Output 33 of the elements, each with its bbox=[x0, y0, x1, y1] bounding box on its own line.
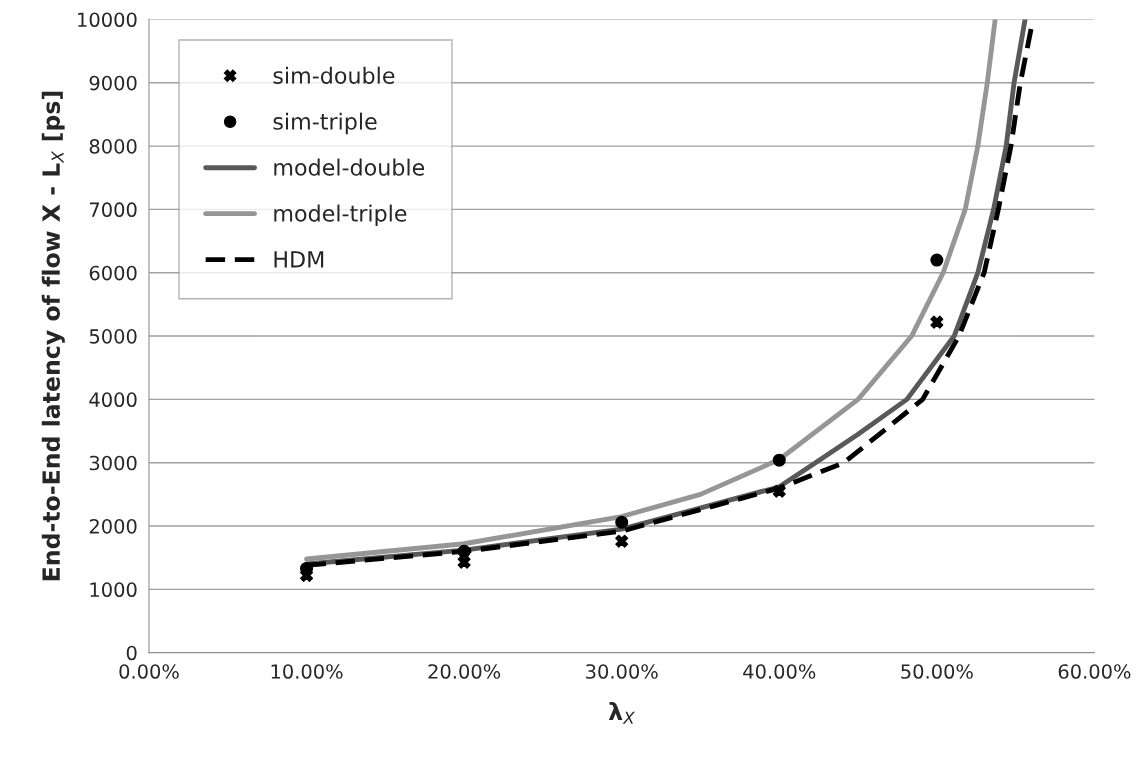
legend-label: HDM bbox=[274, 251, 324, 268]
y-tick-label: 7000 bbox=[89, 202, 137, 218]
y-tick-label: 5000 bbox=[89, 329, 137, 344]
y-tick-label: 0 bbox=[126, 645, 137, 661]
point bbox=[930, 315, 944, 329]
point bbox=[457, 544, 471, 558]
point bbox=[930, 253, 944, 267]
y-tick-label: 4000 bbox=[89, 392, 137, 408]
y-axis-title: End-to-End latency of flow X - L$_{X}$ [ps] bbox=[41, 91, 65, 581]
x-tick-label: 10.00% bbox=[271, 664, 343, 679]
point bbox=[457, 555, 471, 569]
legend-label: model-triple bbox=[274, 204, 407, 227]
x-tick-label: 60.00% bbox=[1058, 664, 1131, 679]
y-tick-label: 1000 bbox=[90, 582, 137, 598]
y-tick-label: 8000 bbox=[89, 139, 137, 154]
point bbox=[615, 534, 629, 548]
point bbox=[615, 515, 629, 529]
point bbox=[772, 484, 786, 498]
y-tick-label: 9000 bbox=[89, 75, 137, 91]
y-tick-label: 3000 bbox=[89, 455, 137, 471]
y-tick-label: 2000 bbox=[89, 518, 137, 534]
legend-label: sim-triple bbox=[273, 112, 377, 135]
x-tick-label: 20.00% bbox=[428, 664, 501, 679]
x-tick-label: 30.00% bbox=[586, 664, 658, 679]
y-tick-label: 10000 bbox=[78, 12, 137, 28]
x-tick-label: 40.00% bbox=[743, 664, 816, 679]
x-tick-label: 0.00% bbox=[119, 664, 179, 679]
x-tick-label: 50.00% bbox=[901, 664, 973, 679]
y-tick-label: 6000 bbox=[89, 265, 137, 281]
x-axis-title: λ$_{X}$ bbox=[608, 702, 635, 724]
legend-label: sim-double bbox=[273, 66, 395, 84]
legend-label: model-double bbox=[274, 158, 425, 176]
point bbox=[772, 453, 786, 467]
